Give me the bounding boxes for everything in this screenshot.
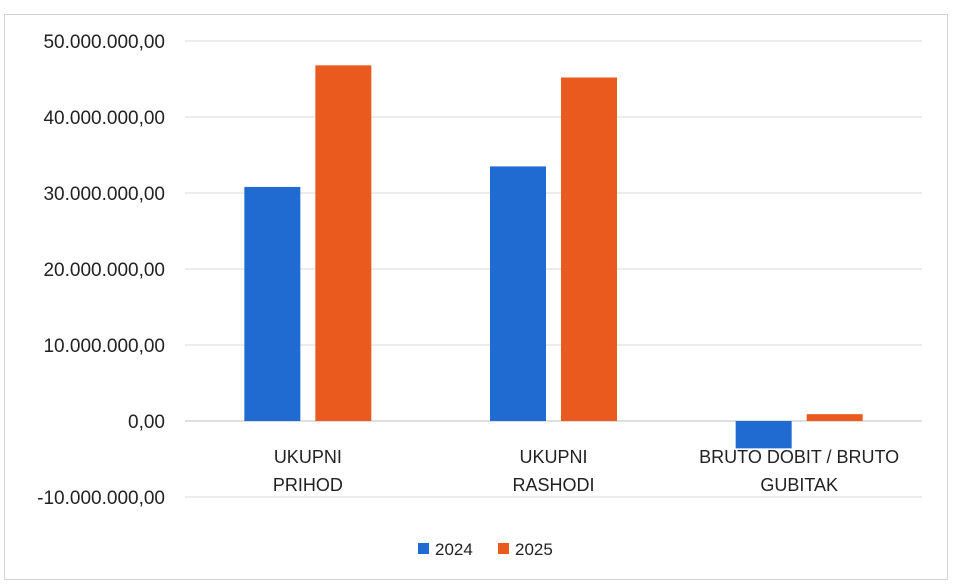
bars: [244, 65, 863, 449]
y-tick-label: 30.000.000,00: [43, 184, 165, 205]
bar-2025-2: [806, 414, 863, 421]
legend-label: 2025: [515, 540, 553, 559]
category-label: GUBITAK: [760, 475, 838, 495]
category-labels: UKUPNI PRIHOD UKUPNI RASHODI BRUTO DOBIT / B…: [273, 447, 899, 495]
category-label: BRUTO DOBIT / BRUTO: [699, 447, 899, 467]
bar-2024-0: [244, 186, 301, 421]
legend: 2024 2025: [418, 540, 553, 559]
y-tick-label: -10.000.000,00: [37, 488, 165, 509]
y-axis-tick-labels: 50.000.000,00 40.000.000,00 30.000.000,00 2…: [37, 32, 165, 509]
y-tick-label: 40.000.000,00: [43, 108, 165, 129]
y-tick-label: 20.000.000,00: [43, 260, 165, 281]
category-label: PRIHOD: [273, 475, 343, 495]
y-tick-label: 10.000.000,00: [43, 336, 165, 357]
y-tick-label: 0,00: [128, 412, 165, 433]
y-tick-label: 50.000.000,00: [43, 32, 165, 53]
legend-swatch-2024: [418, 543, 429, 554]
legend-swatch-2025: [498, 543, 509, 554]
bar-2025-1: [561, 77, 617, 421]
bar-2024-2: [735, 421, 792, 449]
category-label: RASHODI: [512, 475, 594, 495]
bar-2025-0: [315, 65, 372, 421]
legend-label: 2024: [435, 540, 473, 559]
category-label: UKUPNI: [274, 447, 342, 467]
bar-2024-1: [490, 166, 546, 421]
category-label: UKUPNI: [519, 447, 587, 467]
grid-lines: [185, 40, 922, 498]
chart-frame: [4, 14, 948, 580]
